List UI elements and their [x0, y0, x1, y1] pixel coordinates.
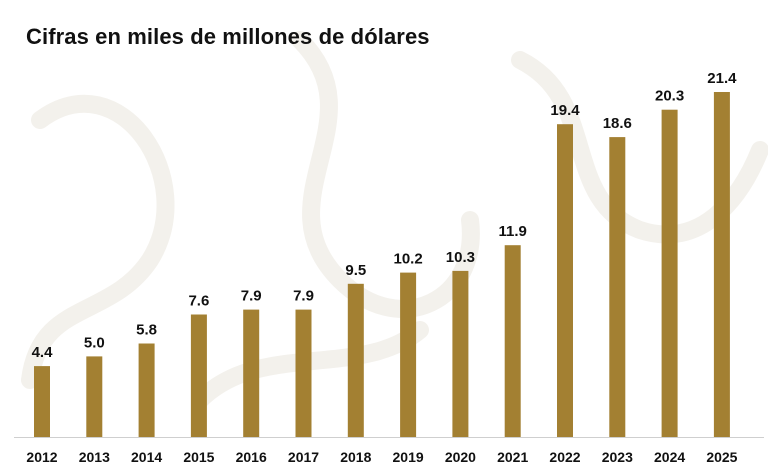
bar-value-label-2017: 7.9	[293, 288, 314, 305]
bar-value-label-2022: 19.4	[550, 102, 580, 119]
bar-value-label-2018: 9.5	[345, 262, 366, 279]
x-tick-label-2022: 2022	[549, 449, 580, 465]
bar-2017	[295, 309, 312, 437]
bar-2023	[609, 137, 626, 437]
x-tick-label-2018: 2018	[340, 449, 371, 465]
bar-2021	[504, 245, 521, 437]
x-tick-label-2019: 2019	[393, 449, 424, 465]
bar-value-label-2014: 5.8	[136, 322, 157, 339]
bar-value-label-2016: 7.9	[241, 288, 262, 305]
x-tick-label-2012: 2012	[26, 449, 57, 465]
bar-2014	[138, 343, 155, 437]
bar-2019	[400, 272, 417, 437]
bar-value-label-2012: 4.4	[32, 344, 54, 361]
bar-2016	[243, 309, 260, 437]
bar-value-label-2015: 7.6	[188, 293, 209, 310]
x-tick-label-2016: 2016	[236, 449, 267, 465]
bar-value-label-2024: 20.3	[655, 88, 684, 105]
labels-layer: 4.4 5.0 5.8 7.6 7.9 7.9 9.5 10.2 10.3 11.9 19.4 18.…	[32, 70, 738, 361]
bar-2025	[713, 92, 730, 437]
bar-2015	[190, 314, 207, 437]
x-tick-label-2024: 2024	[654, 449, 685, 465]
x-tick-label-2021: 2021	[497, 449, 528, 465]
bar-value-label-2019: 10.2	[393, 251, 422, 268]
bar-value-label-2023: 18.6	[603, 115, 632, 132]
bar-2024	[661, 109, 678, 437]
x-tick-label-2015: 2015	[183, 449, 214, 465]
bar-2013	[86, 356, 103, 437]
x-tick-label-2017: 2017	[288, 449, 319, 465]
bar-2012	[34, 366, 50, 437]
x-tick-label-2014: 2014	[131, 449, 162, 465]
bar-2022	[557, 124, 573, 437]
bar-2020	[452, 270, 469, 437]
bar-2018	[347, 283, 364, 437]
x-tick-label-2025: 2025	[706, 449, 737, 465]
chart-title: Cifras en miles de millones de dólares	[26, 24, 430, 49]
x-tick-label-2013: 2013	[79, 449, 110, 465]
bar-value-label-2020: 10.3	[446, 249, 475, 266]
bar-value-label-2025: 21.4	[707, 70, 737, 87]
x-tick-label-2023: 2023	[602, 449, 633, 465]
x-tick-labels: 2012 2013 2014 2015 2016 2017 2018 2019 2020 2021…	[26, 449, 737, 465]
bar-value-label-2021: 11.9	[499, 223, 527, 240]
bar-value-label-2013: 5.0	[84, 334, 105, 351]
x-tick-label-2020: 2020	[445, 449, 476, 465]
bars-layer	[34, 92, 730, 437]
